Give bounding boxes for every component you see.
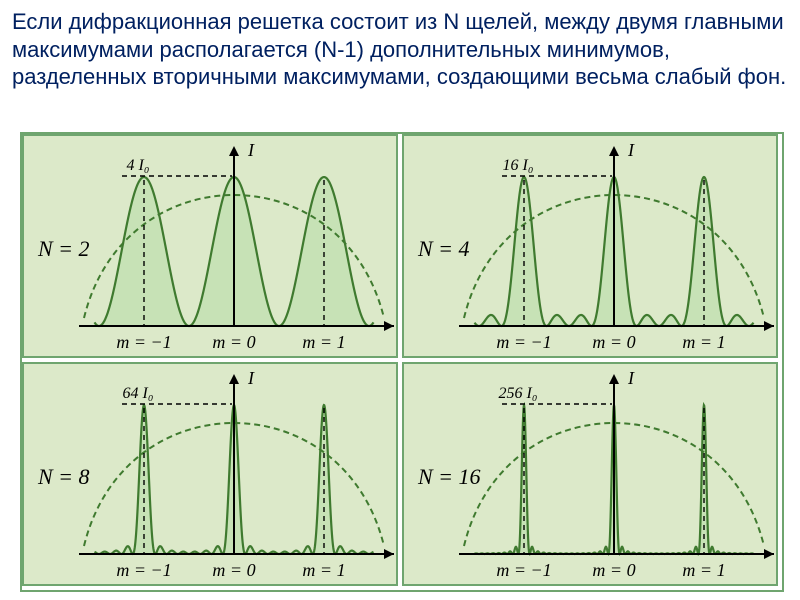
svg-text:m = 0: m = 0 xyxy=(592,560,635,580)
page: Если дифракционная решетка состоит из N … xyxy=(0,0,800,600)
panel-n8: I 64 I₀ N = 8 m = −1 m = 0 m = 1 xyxy=(22,362,398,586)
svg-text:m = 1: m = 1 xyxy=(302,560,345,580)
svg-text:I: I xyxy=(247,140,255,160)
svg-text:I: I xyxy=(627,140,635,160)
description-text: Если дифракционная решетка состоит из N … xyxy=(12,9,786,89)
svg-text:m = −1: m = −1 xyxy=(496,332,551,352)
svg-text:4 I₀: 4 I₀ xyxy=(127,157,150,174)
svg-text:m = 0: m = 0 xyxy=(592,332,635,352)
description: Если дифракционная решетка состоит из N … xyxy=(12,8,788,91)
svg-text:m = −1: m = −1 xyxy=(116,332,171,352)
svg-text:m = 0: m = 0 xyxy=(212,332,255,352)
diffraction-figure: I 4 I₀ N = 2 m = −1 m = 0 m = 1 I 16 I₀ N = 4 m … xyxy=(20,132,784,592)
panel-n4: I 16 I₀ N = 4 m = −1 m = 0 m = 1 xyxy=(402,134,778,358)
panel-n16: I 256 I₀ N = 16 m = −1 m = 0 m = 1 xyxy=(402,362,778,586)
svg-text:I: I xyxy=(627,368,635,388)
svg-text:m = 0: m = 0 xyxy=(212,560,255,580)
svg-text:64 I₀: 64 I₀ xyxy=(123,385,154,402)
svg-text:m = 1: m = 1 xyxy=(302,332,345,352)
svg-text:N = 2: N = 2 xyxy=(37,236,90,261)
svg-text:16 I₀: 16 I₀ xyxy=(503,157,534,174)
svg-text:m = −1: m = −1 xyxy=(496,560,551,580)
svg-text:m = 1: m = 1 xyxy=(682,560,725,580)
svg-text:m = 1: m = 1 xyxy=(682,332,725,352)
panel-n2: I 4 I₀ N = 2 m = −1 m = 0 m = 1 xyxy=(22,134,398,358)
svg-text:m = −1: m = −1 xyxy=(116,560,171,580)
svg-text:N = 8: N = 8 xyxy=(37,464,90,489)
svg-text:I: I xyxy=(247,368,255,388)
svg-text:N = 16: N = 16 xyxy=(417,464,481,489)
svg-text:N = 4: N = 4 xyxy=(417,236,470,261)
svg-text:256 I₀: 256 I₀ xyxy=(499,385,538,402)
